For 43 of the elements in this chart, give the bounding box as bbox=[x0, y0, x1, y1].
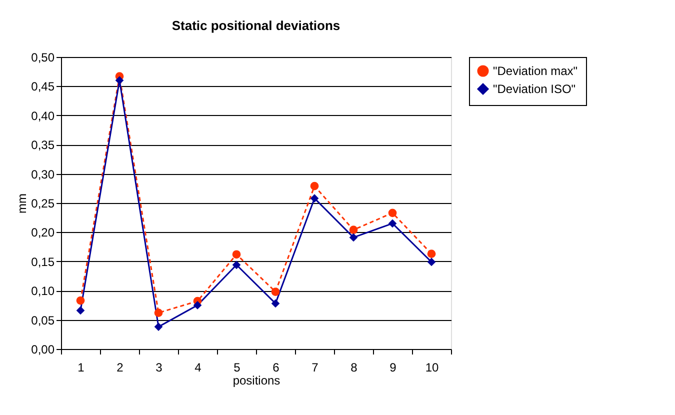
point bbox=[232, 250, 241, 259]
point bbox=[349, 226, 358, 234]
point bbox=[427, 258, 436, 266]
x-tick-label: 7 bbox=[312, 360, 319, 374]
y-tick-label: 0,50 bbox=[31, 50, 55, 64]
point bbox=[349, 233, 358, 242]
point bbox=[154, 308, 163, 317]
point bbox=[310, 182, 319, 190]
y-tick-label: 0,40 bbox=[31, 108, 55, 123]
point bbox=[310, 194, 319, 203]
y-tick-label: 0,05 bbox=[31, 313, 55, 328]
x-tick-label: 3 bbox=[156, 360, 163, 374]
point bbox=[154, 322, 163, 331]
y-axis-title: mm bbox=[15, 194, 30, 214]
point bbox=[271, 299, 280, 308]
y-tick-label: 0,00 bbox=[31, 342, 55, 356]
legend-label: "Deviation max" bbox=[493, 64, 578, 78]
x-tick-label: 4 bbox=[194, 360, 202, 374]
y-tick-label: 0,35 bbox=[31, 138, 55, 152]
x-tick-label: 8 bbox=[350, 360, 358, 374]
point bbox=[193, 301, 202, 310]
point bbox=[76, 306, 85, 315]
y-tick-label: 0,30 bbox=[31, 167, 55, 182]
point bbox=[388, 219, 397, 228]
y-tick-label: 0,25 bbox=[31, 196, 55, 210]
x-tick-label: 10 bbox=[425, 360, 439, 374]
point bbox=[388, 208, 397, 218]
point bbox=[427, 250, 436, 258]
x-tick-label: 5 bbox=[234, 360, 241, 374]
y-tick-label: 0,15 bbox=[31, 254, 55, 269]
y-tick-label: 0,45 bbox=[31, 80, 55, 94]
x-tick-label: 1 bbox=[78, 360, 85, 374]
legend-label: "Deviation ISO" bbox=[493, 82, 576, 96]
chart-title: Static positional deviations bbox=[172, 18, 340, 33]
x-tick-label: 2 bbox=[116, 360, 124, 374]
x-axis-title: positions bbox=[232, 374, 280, 388]
point bbox=[232, 260, 241, 270]
x-tick-label: 9 bbox=[390, 360, 397, 374]
point bbox=[271, 288, 280, 296]
x-tick-label: 6 bbox=[272, 360, 280, 374]
point bbox=[76, 296, 85, 305]
y-tick-label: 0,20 bbox=[31, 226, 55, 240]
y-tick-label: 0,10 bbox=[31, 284, 55, 298]
